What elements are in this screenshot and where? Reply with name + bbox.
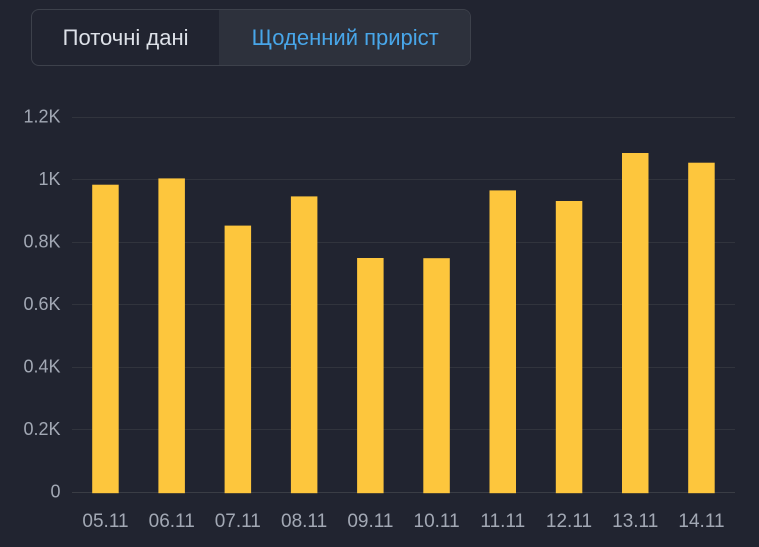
svg-text:0: 0 — [50, 482, 60, 502]
svg-text:05.11: 05.11 — [82, 511, 128, 532]
svg-text:12.11: 12.11 — [546, 511, 592, 532]
svg-text:Щоденний приріст: Щоденний приріст — [252, 25, 439, 50]
svg-text:1K: 1K — [38, 169, 60, 189]
svg-text:11.11: 11.11 — [480, 511, 525, 532]
svg-text:0.8K: 0.8K — [23, 232, 60, 252]
svg-text:07.11: 07.11 — [215, 511, 261, 532]
svg-text:13.11: 13.11 — [612, 511, 658, 532]
svg-text:08.11: 08.11 — [281, 511, 327, 532]
svg-text:0.2K: 0.2K — [23, 419, 60, 439]
svg-text:14.11: 14.11 — [678, 511, 724, 532]
svg-text:09.11: 09.11 — [347, 511, 393, 532]
svg-text:0.6K: 0.6K — [23, 294, 60, 314]
svg-text:Поточні дані: Поточні дані — [63, 25, 189, 50]
svg-text:1.2K: 1.2K — [23, 106, 60, 126]
svg-text:10.11: 10.11 — [414, 511, 460, 532]
svg-text:0.4K: 0.4K — [23, 357, 60, 377]
svg-text:06.11: 06.11 — [149, 511, 195, 532]
